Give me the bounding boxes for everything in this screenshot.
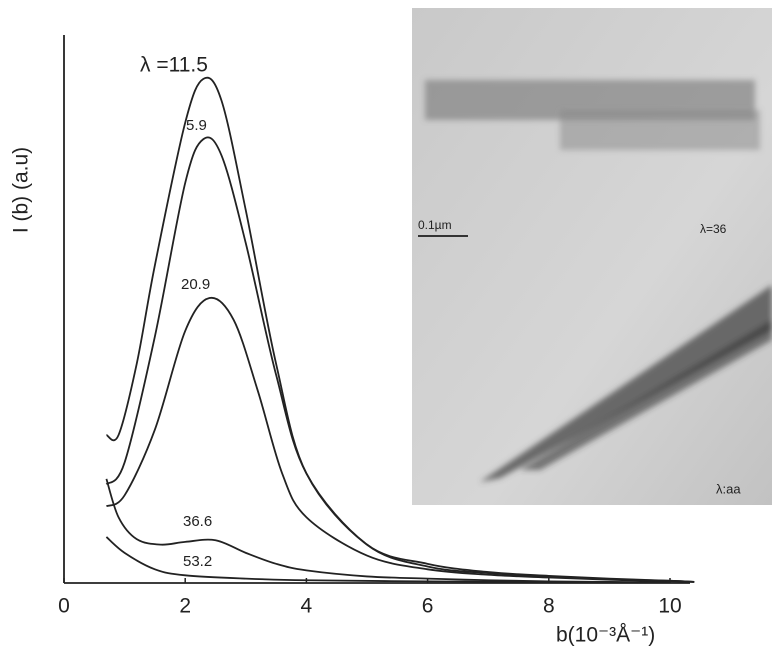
curve-label: λ =11.5 xyxy=(140,54,208,77)
curve-label: 36.6 xyxy=(183,513,212,530)
x-tick-label: 0 xyxy=(58,595,70,618)
x-tick-label: 6 xyxy=(422,595,434,618)
inset-label: 0.1µm xyxy=(418,218,452,232)
curve-label: 20.9 xyxy=(181,276,210,293)
curve xyxy=(105,136,695,583)
curve-label: 5.9 xyxy=(186,117,207,134)
curve-label: 53.2 xyxy=(183,553,212,570)
curve xyxy=(105,296,695,583)
y-axis-label: I (b) (a.u) xyxy=(10,147,33,233)
curve xyxy=(105,536,671,584)
x-tick-label: 10 xyxy=(658,595,681,618)
x-axis-label: b(10⁻³Å⁻¹) xyxy=(556,624,655,647)
x-tick-label: 2 xyxy=(179,595,191,618)
x-tick-label: 4 xyxy=(301,595,313,618)
inset-label: λ=36 xyxy=(700,222,727,236)
inset-photo: 0.1µm λ=36 λ:aa xyxy=(412,8,772,505)
inset-texture xyxy=(425,80,772,482)
inset-label: λ:aa xyxy=(716,481,741,496)
x-tick-label: 8 xyxy=(543,595,555,618)
